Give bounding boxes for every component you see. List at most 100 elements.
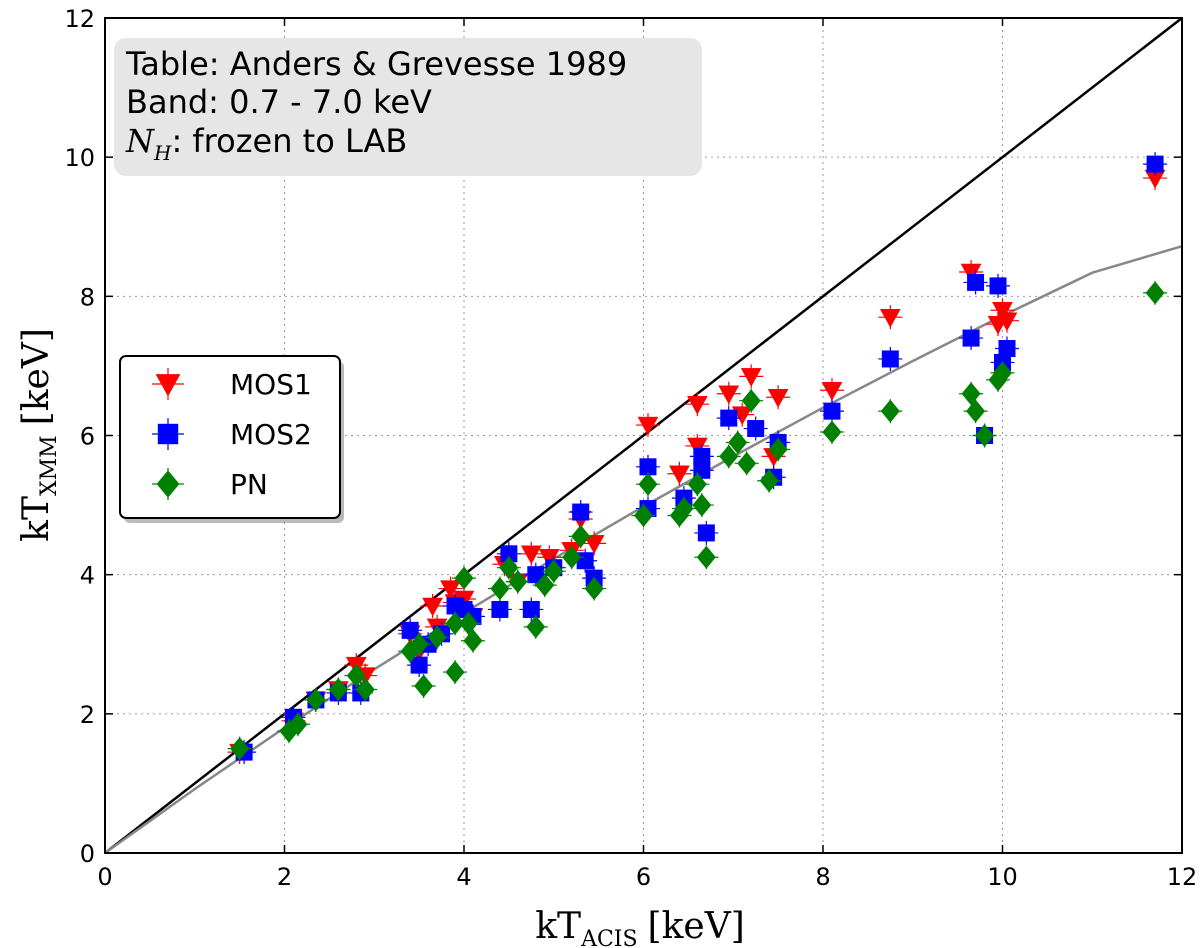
data-point-pn xyxy=(728,430,748,454)
data-point-pn xyxy=(759,469,779,493)
data-points xyxy=(227,152,1168,765)
data-point-pn xyxy=(526,615,546,639)
x-tick-label: 10 xyxy=(987,863,1018,891)
annotation-line-band: Band: 0.7 - 7.0 keV xyxy=(126,83,432,121)
data-point-pn xyxy=(961,382,981,406)
annotation-line-table: Table: Anders & Grevesse 1989 xyxy=(125,45,627,83)
data-point-mos2 xyxy=(697,524,715,542)
y-axis-label-main: kT xyxy=(16,496,57,542)
x-tick-label: 12 xyxy=(1167,863,1198,891)
data-point-pn xyxy=(741,389,761,413)
x-axis-label: kTACIS [keV] xyxy=(535,906,745,948)
legend-marker-mos1 xyxy=(155,374,181,397)
data-point-mos2 xyxy=(823,402,841,420)
data-point-pn xyxy=(544,559,564,583)
data-point-pn xyxy=(409,632,429,656)
data-point-pn xyxy=(535,573,555,597)
data-point-mos2 xyxy=(522,600,540,618)
data-point-pn xyxy=(355,677,375,701)
data-point-pn xyxy=(768,437,788,461)
data-point-pn xyxy=(490,577,510,601)
data-point-pn xyxy=(584,577,604,601)
data-point-mos1 xyxy=(583,535,605,554)
data-point-pn xyxy=(414,674,434,698)
legend-label-pn: PN xyxy=(230,468,268,501)
data-point-mos2 xyxy=(720,409,738,427)
nh-text: : frozen to LAB xyxy=(171,122,407,160)
annotation-line-nh: NH: frozen to LAB xyxy=(125,122,407,165)
x-axis-label-sub: ACIS xyxy=(580,927,637,948)
data-point-mos2 xyxy=(747,420,765,438)
data-point-pn xyxy=(571,524,591,548)
x-tick-label: 4 xyxy=(456,863,471,891)
y-axis-label-unit: [keV] xyxy=(16,328,57,425)
data-point-mos2 xyxy=(1146,155,1164,173)
data-point-mos2 xyxy=(967,273,985,291)
x-axis-label-unit: [keV] xyxy=(648,906,745,947)
data-point-pn xyxy=(288,712,308,736)
data-point-pn xyxy=(696,545,716,569)
data-point-pn xyxy=(499,556,519,580)
data-point-pn xyxy=(880,399,900,423)
data-point-pn xyxy=(346,664,366,688)
legend-marker-pn xyxy=(156,470,180,498)
data-point-pn xyxy=(692,493,712,517)
y-tick-label: 12 xyxy=(64,5,95,33)
y-tick-label: 2 xyxy=(80,701,95,729)
data-point-mos2 xyxy=(500,545,518,563)
data-point-pn xyxy=(445,660,465,684)
data-point-mos2 xyxy=(998,340,1016,358)
data-point-pn xyxy=(328,677,348,701)
series-pn xyxy=(227,280,1168,761)
y-tick-label: 10 xyxy=(64,144,95,172)
y-axis-label: kTXMM [keV] xyxy=(16,328,62,542)
data-point-mos1 xyxy=(520,545,542,565)
data-point-mos1 xyxy=(821,382,843,401)
data-point-mos2 xyxy=(410,656,428,674)
legend-frame xyxy=(119,355,341,519)
data-point-pn xyxy=(737,451,757,475)
data-point-mos2 xyxy=(401,621,419,639)
data-point-mos2 xyxy=(491,600,509,618)
x-tick-label: 0 xyxy=(97,863,112,891)
y-tick-label: 6 xyxy=(80,423,95,451)
data-point-mos1 xyxy=(440,580,461,600)
x-tick-label: 8 xyxy=(815,863,830,891)
data-point-pn xyxy=(634,504,653,528)
data-point-mos2 xyxy=(576,552,594,570)
data-point-pn xyxy=(463,629,483,653)
legend-label-mos1: MOS1 xyxy=(230,368,312,401)
data-point-mos2 xyxy=(989,277,1007,295)
data-point-mos1 xyxy=(637,416,659,436)
data-point-pn xyxy=(638,472,658,496)
annotation-background xyxy=(114,38,702,176)
data-point-pn xyxy=(562,545,582,569)
data-point-pn xyxy=(687,472,707,496)
data-point-pn xyxy=(445,611,465,635)
y-tick-label: 8 xyxy=(80,283,95,311)
data-point-mos2 xyxy=(639,458,657,476)
data-point-mos2 xyxy=(962,329,980,347)
data-point-mos1 xyxy=(686,395,708,415)
x-axis-label-main: kT xyxy=(535,906,581,947)
data-point-pn xyxy=(508,570,528,594)
x-tick-label: 2 xyxy=(277,863,292,891)
y-tick-label: 0 xyxy=(80,840,95,868)
annotation-box: Table: Anders & Grevesse 1989 Band: 0.7 … xyxy=(114,38,702,176)
data-point-pn xyxy=(993,361,1012,385)
data-point-pn xyxy=(1145,281,1165,305)
data-point-pn xyxy=(427,625,447,649)
data-point-mos1 xyxy=(422,597,444,617)
data-point-mos1 xyxy=(767,388,789,408)
nh-subscript: H xyxy=(153,141,172,165)
data-point-mos1 xyxy=(740,368,762,387)
legend-label-mos2: MOS2 xyxy=(230,418,312,451)
data-point-mos2 xyxy=(693,447,711,465)
data-point-pn xyxy=(966,399,986,423)
data-point-mos1 xyxy=(996,312,1018,332)
data-point-pn xyxy=(822,420,842,444)
legend: MOS1 MOS2 PN xyxy=(119,355,344,523)
y-tick-label: 4 xyxy=(80,562,95,590)
data-point-mos2 xyxy=(881,350,899,368)
y-axis-label-sub: XMM xyxy=(37,435,62,496)
